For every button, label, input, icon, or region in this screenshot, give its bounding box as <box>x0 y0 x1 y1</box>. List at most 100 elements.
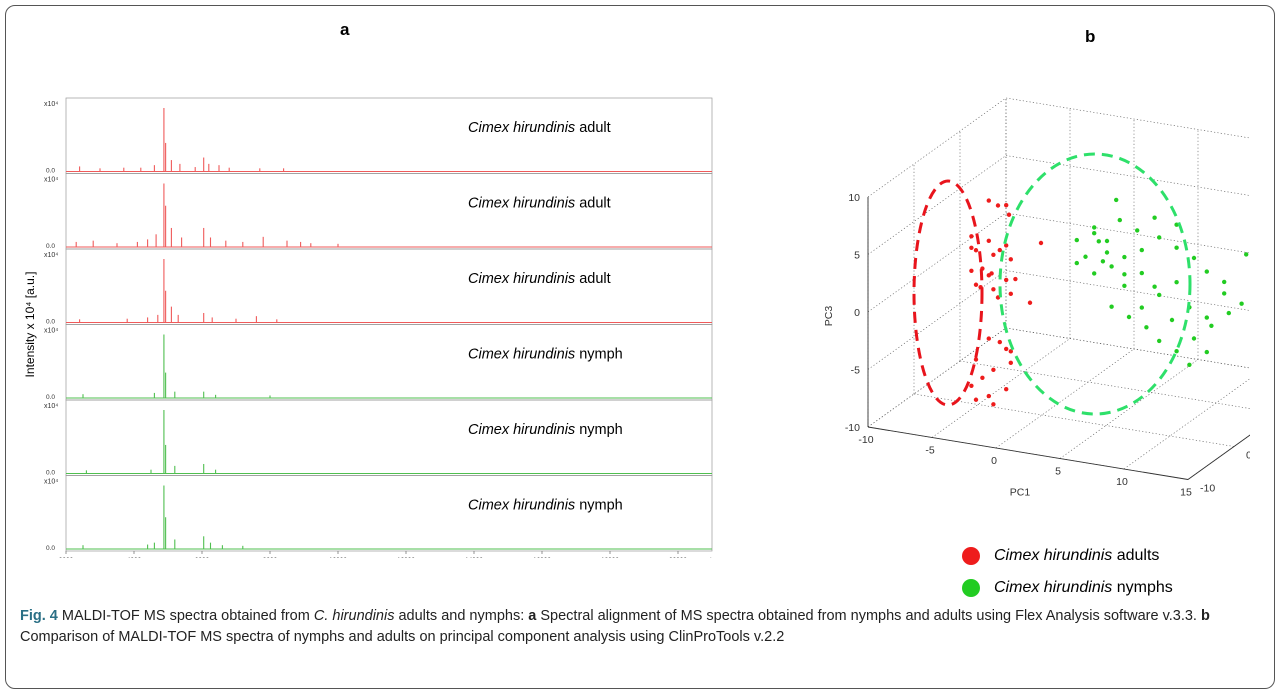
nymph-point <box>1122 272 1127 277</box>
nymph-point <box>1117 217 1122 223</box>
y-baseline-label: 0.0 <box>46 319 55 326</box>
adult-point <box>1027 300 1033 305</box>
adult-point <box>991 402 996 407</box>
nymph-point <box>1174 245 1179 250</box>
grid-line <box>867 212 1007 313</box>
nymph-point <box>1096 239 1101 244</box>
nymph-point <box>1187 362 1192 367</box>
y-exponent-label: x10⁴ <box>44 101 58 108</box>
adult-point <box>1004 243 1009 248</box>
adult-point <box>997 247 1002 253</box>
nymph-point <box>1126 314 1132 320</box>
nymph-point <box>1174 349 1179 354</box>
adult-point <box>1004 202 1009 208</box>
nymph-point <box>1169 317 1175 323</box>
nymph-point <box>1191 336 1197 341</box>
spectrum-panel-box <box>65 248 713 325</box>
pc1-axis <box>867 426 1189 480</box>
adult-point <box>969 245 974 250</box>
spectrum-label: Cimex hirundinis adult <box>468 120 611 136</box>
legend-label-adults-species: Cimex hirundinis <box>994 547 1113 564</box>
pc1-tick-label: 10 <box>1116 476 1128 488</box>
spectrum-label: Cimex hirundinis adult <box>468 271 611 287</box>
figure-caption: Fig. 4 MALDI-TOF MS spectra obtained fro… <box>20 606 1260 647</box>
adult-point <box>995 203 1001 208</box>
adult-point <box>1038 240 1044 246</box>
x-tick-label: 8000 <box>263 557 278 558</box>
adult-point <box>969 383 974 388</box>
y-exponent-label: x10⁴ <box>44 403 58 410</box>
nymph-point <box>1226 310 1231 316</box>
nymph-point <box>1114 197 1119 203</box>
nymph-point <box>1109 264 1114 269</box>
adult-point <box>986 393 991 399</box>
nymph-point <box>1239 301 1244 306</box>
nymph-point <box>1074 260 1079 266</box>
pc1-tick-label: -5 <box>925 445 934 457</box>
nymph-point <box>1157 235 1162 240</box>
spectra-chart: Intensity x 10⁴ [a.u.] x10⁴ 0.0 Cimex hirun… <box>23 97 714 558</box>
adults-cluster-ellipse <box>912 179 984 407</box>
adult-point <box>991 367 996 372</box>
x-unit-label: m/z <box>704 557 714 558</box>
adult-point <box>1006 212 1012 217</box>
adult-point <box>973 282 979 287</box>
panel-b-letter: b <box>1085 27 1096 46</box>
x-tick-label: 20000 <box>669 557 687 558</box>
nymph-point <box>1139 305 1144 310</box>
adult-point <box>1008 257 1013 262</box>
x-tick-label: 10000 <box>329 557 347 558</box>
pc2-tick-label: -10 <box>1200 483 1215 495</box>
nymph-point <box>1092 230 1097 236</box>
adult-point <box>991 287 996 292</box>
adult-point <box>1004 346 1009 352</box>
spectrum-panel-box <box>65 97 713 174</box>
legend-marker-nymphs <box>962 579 980 597</box>
grid-line <box>1005 327 1250 369</box>
adult-point <box>973 397 979 402</box>
nymph-point <box>1191 255 1197 261</box>
grid-line <box>867 327 1007 428</box>
x-tick-label: 2000 <box>59 557 74 558</box>
grid-line <box>1005 327 1250 369</box>
x-tick-label: 12000 <box>397 557 415 558</box>
spectrum-label: Cimex hirundinis nymph <box>468 498 623 514</box>
nymph-point <box>1222 291 1227 296</box>
grid-line <box>867 270 1007 370</box>
y-exponent-label: x10⁴ <box>44 252 58 259</box>
nymph-point <box>1139 270 1144 276</box>
adult-point <box>969 268 974 273</box>
pca-legend: Cimex hirundinis adults Cimex hirundinis… <box>962 540 1173 604</box>
pc3-axis-title: PC3 <box>823 306 835 327</box>
spectrum-panel-box <box>65 475 713 552</box>
adult-point <box>1004 386 1009 392</box>
caption-panel-a-ref: a <box>528 608 537 624</box>
grid-line <box>1059 359 1199 459</box>
nymph-point <box>1244 252 1249 257</box>
adult-point <box>969 234 974 239</box>
nymph-point <box>1204 269 1209 274</box>
x-tick-label: 6000 <box>195 557 210 558</box>
nymph-point <box>1139 247 1144 253</box>
legend-label-adults: adults <box>1112 547 1160 564</box>
figure-frame <box>5 5 1275 689</box>
nymph-point <box>1074 237 1079 243</box>
pc3-tick-label: 5 <box>854 250 860 262</box>
x-tick-label: 14000 <box>465 557 483 558</box>
pc1-tick-label: 5 <box>1055 466 1061 478</box>
y-baseline-label: 0.0 <box>46 243 55 250</box>
y-baseline-label: 0.0 <box>46 394 55 401</box>
adult-point <box>997 339 1002 345</box>
caption-text: Spectral alignment of MS spectra obtaine… <box>536 608 1201 624</box>
pc2-tick-label: 0 <box>1246 450 1250 462</box>
caption-species: C. hirundinis <box>313 608 395 624</box>
adult-point <box>1008 349 1013 354</box>
grid-line <box>1187 434 1250 480</box>
grid-line <box>867 155 1007 255</box>
pc1-tick-label: -10 <box>858 434 873 446</box>
nymph-point <box>1104 250 1110 255</box>
spectrum-panel-box <box>65 173 713 250</box>
adult-point <box>980 375 985 380</box>
y-exponent-label: x10⁴ <box>44 479 58 486</box>
